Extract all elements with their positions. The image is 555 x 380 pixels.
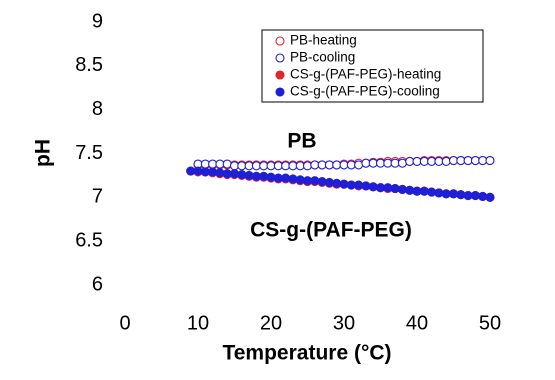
marker: [266, 172, 276, 182]
marker: [470, 191, 480, 201]
marker: [456, 190, 466, 200]
annotation: PB: [287, 130, 316, 153]
x-tick-label: 30: [333, 312, 355, 334]
y-tick-label: 6: [92, 273, 103, 295]
marker: [354, 180, 364, 190]
x-tick-label: 50: [479, 312, 501, 334]
marker: [339, 179, 349, 189]
marker: [485, 155, 495, 166]
legend-label: PB-cooling: [290, 50, 355, 65]
x-tick-label: 40: [406, 312, 428, 334]
y-tick-label: 8.5: [75, 54, 103, 76]
marker: [427, 187, 437, 197]
y-tick-label: 7.5: [75, 142, 103, 164]
legend-label: CS-g-(PAF-PEG)-heating: [290, 67, 441, 82]
x-axis-label: Temperature (°C): [222, 342, 391, 365]
marker: [441, 156, 451, 166]
marker: [448, 189, 459, 199]
x-tick-label: 10: [187, 312, 209, 334]
marker: [237, 169, 247, 180]
legend-box: [261, 29, 484, 103]
marker: [361, 181, 371, 191]
legend: PB-heating PB-cooling CS-g-(PAF-PEG)-heati…: [261, 29, 484, 103]
series: [186, 166, 495, 202]
marker: [368, 182, 378, 192]
marker: [390, 184, 400, 194]
marker: [419, 186, 429, 196]
marker: [478, 191, 488, 202]
marker: [281, 173, 291, 183]
marker: [193, 166, 203, 176]
legend-label: CS-g-(PAF-PEG)-cooling: [290, 84, 440, 99]
marker: [302, 161, 313, 171]
marker: [275, 87, 285, 97]
marker: [208, 167, 218, 177]
marker: [397, 184, 407, 194]
marker: [310, 176, 320, 186]
marker: [405, 185, 415, 195]
legend-label: PB-heating: [290, 33, 357, 48]
x-tick-label: 20: [260, 312, 282, 334]
marker: [434, 188, 444, 198]
marker: [354, 160, 364, 170]
y-tick-label: 6.5: [75, 229, 103, 251]
marker: [324, 177, 334, 187]
marker: [332, 178, 342, 188]
marker: [229, 169, 240, 179]
y-tick-label: 7: [92, 186, 103, 208]
y-tick-label: 9: [92, 10, 103, 32]
marker: [222, 159, 232, 169]
annotation: CS-g-(PAF-PEG): [250, 219, 412, 242]
marker: [485, 192, 495, 202]
marker: [295, 175, 305, 185]
marker: [397, 158, 407, 168]
marker: [275, 70, 285, 80]
marker: [288, 174, 298, 184]
marker: [244, 170, 254, 180]
y-axis-label: pH: [32, 139, 55, 167]
x-tick-label: 0: [119, 312, 130, 334]
marker: [383, 183, 393, 193]
marker: [275, 36, 285, 46]
marker: [275, 53, 285, 63]
y-tick-label: 8: [92, 98, 103, 120]
marker: [259, 171, 269, 181]
series: [193, 155, 495, 171]
marker: [317, 177, 327, 187]
marker: [215, 168, 225, 178]
